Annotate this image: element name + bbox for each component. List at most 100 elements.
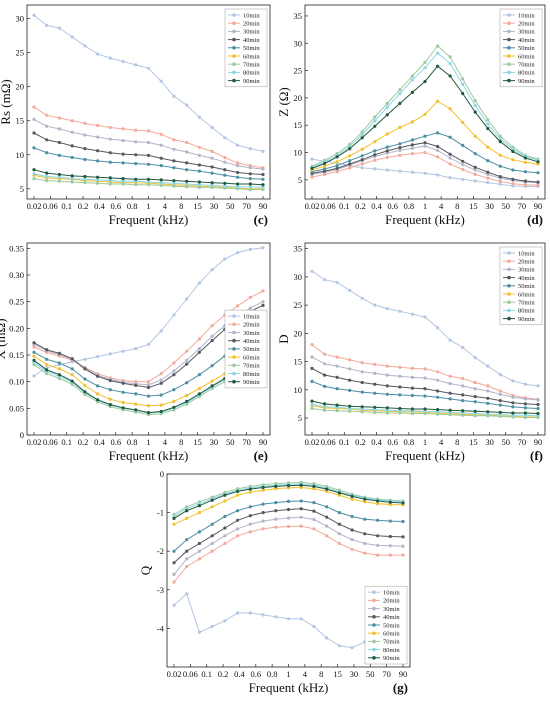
- data-point: [385, 132, 389, 136]
- legend-swatch-marker: [507, 78, 511, 83]
- series-20min: [172, 524, 405, 584]
- data-point: [210, 339, 214, 343]
- series-line: [33, 106, 264, 169]
- data-point: [360, 136, 364, 140]
- legend-label: 80min: [383, 647, 400, 654]
- data-point: [325, 534, 329, 538]
- data-point: [448, 55, 452, 59]
- data-point: [159, 372, 163, 376]
- data-point: [45, 171, 49, 175]
- data-point: [398, 374, 402, 378]
- series-30min: [172, 515, 405, 577]
- data-point: [363, 497, 367, 501]
- data-point: [159, 409, 163, 414]
- x-tick-label: 15: [333, 669, 342, 679]
- x-tick-label: 0.02: [305, 201, 320, 211]
- data-point: [385, 113, 389, 117]
- data-point: [363, 551, 367, 555]
- data-point: [325, 505, 329, 509]
- data-point: [323, 384, 327, 388]
- data-point: [274, 615, 278, 619]
- legend-swatch-marker: [372, 623, 376, 627]
- data-point: [461, 399, 465, 403]
- y-axis-label: Rs (mΩ): [0, 79, 13, 124]
- y-tick-label: 0.05: [9, 403, 24, 413]
- data-point: [146, 383, 151, 387]
- data-point: [486, 389, 490, 393]
- x-axis-label: Frequent (kHz): [385, 448, 465, 463]
- data-point: [223, 499, 227, 503]
- x-tick-label: 30: [210, 201, 219, 211]
- data-point: [32, 358, 36, 362]
- data-point: [448, 374, 452, 378]
- data-point: [436, 64, 440, 68]
- legend-label: 30min: [243, 29, 260, 36]
- legend-swatch-marker: [507, 37, 511, 42]
- legend-label: 20min: [518, 259, 535, 266]
- x-tick-label: 8: [319, 669, 323, 679]
- data-point: [335, 155, 339, 159]
- data-point: [146, 380, 151, 384]
- data-point: [461, 163, 465, 167]
- data-point: [210, 183, 214, 187]
- x-tick-label: 0.6: [250, 669, 261, 679]
- data-point: [236, 489, 240, 493]
- data-point: [236, 182, 240, 186]
- data-point: [223, 155, 227, 160]
- data-point: [96, 159, 100, 163]
- data-point: [121, 406, 125, 410]
- data-point: [401, 544, 405, 548]
- data-point: [410, 143, 414, 147]
- legend-swatch-marker: [232, 322, 236, 327]
- data-point: [299, 507, 303, 511]
- data-point: [523, 156, 528, 160]
- data-point: [57, 140, 62, 145]
- x-tick-label: 0.02: [27, 201, 42, 211]
- data-point: [83, 147, 87, 151]
- data-point: [398, 406, 402, 411]
- panel-0: 5 10 15 20 25 30 0.02 0.06 0.1 0.2 0.4 0.6 0.8 1 4 8 15 3…: [0, 4, 271, 227]
- legend-label: 10min: [243, 12, 260, 19]
- data-point: [134, 392, 138, 396]
- data-point: [248, 182, 252, 186]
- data-point: [121, 179, 125, 183]
- data-point: [70, 35, 74, 39]
- data-point: [248, 177, 252, 181]
- data-point: [423, 411, 427, 416]
- data-point: [274, 501, 278, 505]
- data-point: [312, 487, 316, 491]
- data-point: [185, 393, 189, 398]
- data-point: [348, 288, 352, 292]
- data-point: [146, 394, 151, 398]
- legend-label: 40min: [518, 37, 535, 44]
- data-point: [70, 180, 74, 184]
- y-tick-label: 0.15: [9, 350, 24, 360]
- data-point: [172, 561, 176, 565]
- data-point: [498, 140, 502, 144]
- data-point: [498, 389, 502, 393]
- data-point: [398, 88, 402, 92]
- data-point: [121, 127, 125, 131]
- data-point: [373, 149, 377, 153]
- data-point: [410, 78, 414, 82]
- data-point: [335, 170, 339, 174]
- legend-label: 60min: [383, 631, 400, 638]
- data-point: [197, 169, 201, 173]
- y-tick-label: 30: [294, 272, 303, 282]
- data-point: [248, 306, 252, 310]
- legend-swatch-marker: [372, 656, 376, 660]
- legend-label: 30min: [383, 606, 400, 613]
- data-point: [310, 343, 314, 347]
- data-point: [134, 177, 138, 181]
- x-tick-label: 30: [210, 437, 219, 447]
- data-point: [498, 403, 502, 407]
- data-point: [134, 408, 138, 412]
- data-point: [360, 390, 364, 394]
- x-tick-label: 8: [455, 201, 459, 211]
- data-point: [70, 174, 74, 178]
- data-point: [248, 166, 252, 170]
- y-tick-label: -4: [157, 623, 165, 633]
- y-tick-label: -1: [157, 508, 164, 518]
- data-point: [486, 410, 490, 414]
